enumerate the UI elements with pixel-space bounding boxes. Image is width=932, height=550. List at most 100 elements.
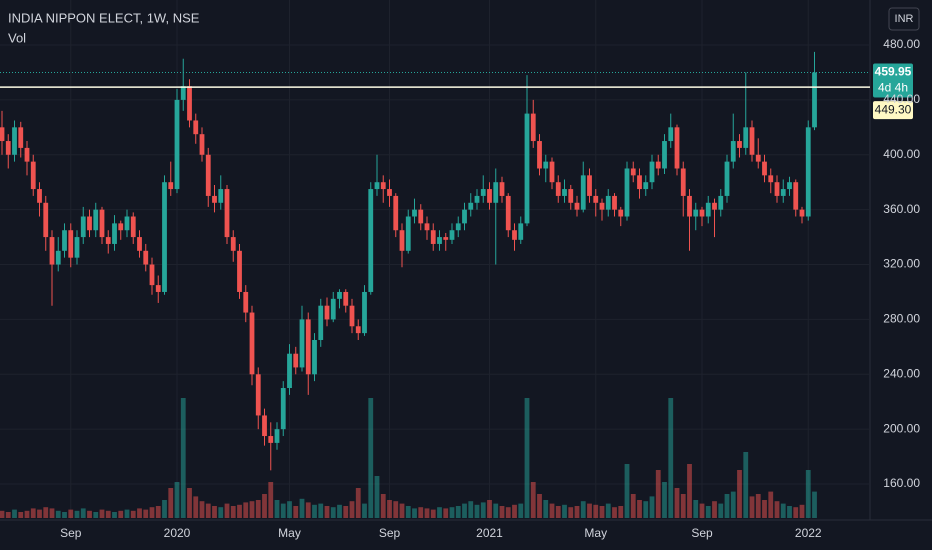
candle-body bbox=[599, 202, 605, 210]
volume-bar bbox=[330, 507, 336, 518]
volume-bar bbox=[724, 494, 730, 518]
volume-bar bbox=[255, 500, 261, 518]
candle-body bbox=[387, 189, 392, 196]
volume-bar bbox=[437, 507, 442, 518]
volume-bar bbox=[474, 504, 480, 518]
candle-body bbox=[712, 202, 717, 210]
volume-bar bbox=[612, 507, 617, 518]
candle-body bbox=[780, 189, 786, 196]
volume-bar bbox=[193, 496, 199, 518]
volume-bar bbox=[662, 482, 667, 518]
volume-bar bbox=[705, 506, 711, 518]
volume-bar bbox=[49, 508, 55, 518]
volume-bar bbox=[237, 504, 242, 518]
candle-body bbox=[424, 223, 430, 231]
candle-body bbox=[530, 113, 536, 142]
volume-bar bbox=[599, 506, 605, 518]
volume-bar bbox=[362, 503, 367, 518]
candle-body bbox=[574, 202, 580, 210]
currency-label[interactable]: INR bbox=[895, 13, 914, 25]
candle-body bbox=[568, 189, 574, 203]
indicator-label: Vol bbox=[8, 30, 26, 45]
volume-bar bbox=[624, 464, 630, 518]
candle-body bbox=[137, 237, 142, 251]
candle-body bbox=[12, 127, 17, 155]
x-tick-label: Sep bbox=[60, 526, 82, 540]
volume-bar bbox=[555, 506, 561, 518]
y-tick-label: 440.00 bbox=[883, 92, 920, 106]
volume-bar bbox=[512, 504, 517, 518]
volume-bar bbox=[112, 512, 117, 518]
candle-body bbox=[593, 195, 599, 203]
candle-body bbox=[118, 223, 124, 231]
candle-body bbox=[618, 209, 624, 217]
y-tick-label: 160.00 bbox=[883, 476, 920, 490]
volume-bar bbox=[137, 508, 142, 518]
candle-body bbox=[549, 161, 555, 183]
candle-body bbox=[543, 161, 549, 169]
volume-bar bbox=[293, 506, 299, 518]
candle-body bbox=[805, 127, 811, 217]
candle-body bbox=[162, 182, 167, 292]
volume-bar bbox=[0, 510, 5, 518]
candle-body bbox=[174, 99, 180, 190]
candle-body bbox=[312, 339, 317, 375]
volume-bar bbox=[812, 491, 817, 518]
volume-bar bbox=[312, 504, 317, 518]
candle-body bbox=[124, 216, 130, 231]
candle-body bbox=[262, 415, 267, 437]
volume-bar bbox=[380, 494, 386, 518]
candle-body bbox=[680, 168, 686, 196]
candle-body bbox=[755, 154, 761, 162]
last-price-label: 459.95 bbox=[875, 65, 912, 79]
volume-bar bbox=[387, 500, 392, 518]
candle-body bbox=[762, 161, 767, 176]
candle-body bbox=[243, 291, 249, 313]
volume-bar bbox=[155, 506, 161, 518]
volume-bar bbox=[299, 498, 305, 518]
volume-bar bbox=[587, 503, 592, 518]
candle-body bbox=[280, 388, 286, 430]
volume-bar bbox=[355, 488, 361, 518]
candle-body bbox=[774, 182, 780, 196]
volume-bar bbox=[30, 508, 36, 518]
candle-body bbox=[268, 436, 274, 443]
candle-body bbox=[324, 305, 330, 320]
x-tick-label: May bbox=[584, 526, 607, 540]
candle-body bbox=[730, 141, 736, 162]
candle-body bbox=[718, 195, 724, 210]
volume-bar bbox=[680, 494, 686, 518]
alert-price-label: 449.30 bbox=[875, 102, 912, 116]
volume-bar bbox=[630, 494, 636, 518]
volume-bar bbox=[568, 507, 574, 518]
volume-bar bbox=[655, 470, 661, 518]
candle-body bbox=[737, 141, 742, 148]
candle-body bbox=[693, 209, 699, 217]
volume-bar bbox=[449, 507, 455, 518]
candle-body bbox=[630, 168, 636, 176]
volume-bar bbox=[305, 502, 311, 518]
candle-body bbox=[55, 250, 61, 265]
candle-body bbox=[512, 230, 517, 240]
candle-body bbox=[687, 195, 692, 217]
volume-bar bbox=[774, 501, 780, 518]
candle-body bbox=[105, 237, 111, 244]
volume-bar bbox=[768, 491, 774, 518]
volume-bar bbox=[412, 508, 417, 518]
candle-body bbox=[337, 291, 342, 299]
volume-bar bbox=[93, 512, 99, 518]
x-tick-label: 2021 bbox=[476, 526, 503, 540]
volume-bar bbox=[462, 503, 467, 518]
volume-bar bbox=[749, 496, 755, 518]
candle-body bbox=[580, 175, 586, 210]
currency-box[interactable] bbox=[888, 7, 920, 31]
volume-bar bbox=[287, 501, 292, 518]
volume-bar bbox=[424, 508, 430, 518]
candle-body bbox=[255, 374, 261, 416]
volume-bar bbox=[149, 507, 155, 518]
candle-body bbox=[274, 429, 280, 443]
candle-body bbox=[587, 175, 592, 196]
volume-bar bbox=[130, 510, 136, 518]
candle-body bbox=[468, 202, 474, 210]
